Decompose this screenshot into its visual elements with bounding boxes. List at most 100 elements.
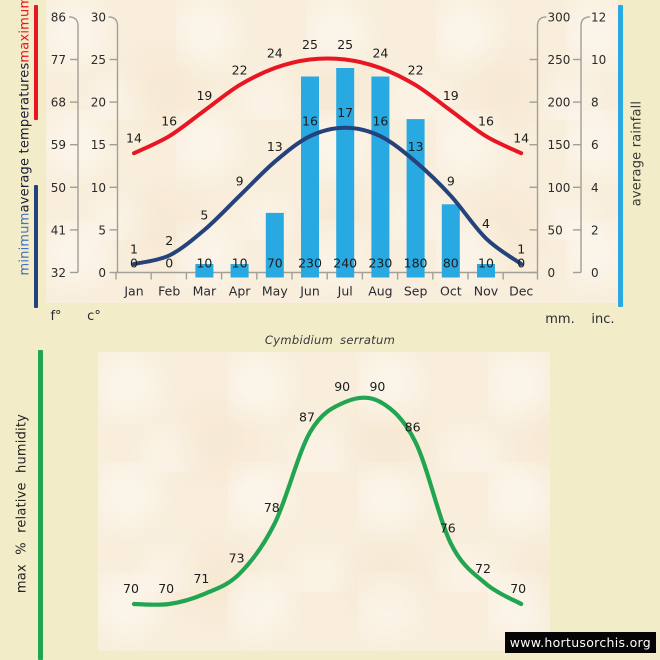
svg-text:300: 300	[548, 10, 571, 24]
svg-text:Aug: Aug	[368, 284, 392, 299]
svg-text:10: 10	[196, 256, 212, 271]
svg-text:90: 90	[369, 379, 385, 394]
svg-text:77: 77	[51, 53, 66, 67]
svg-text:86: 86	[405, 419, 421, 434]
svg-text:200: 200	[548, 96, 571, 110]
svg-text:0: 0	[98, 266, 106, 280]
mm-axis: 0 50 100 150 200 250 300	[530, 10, 571, 280]
svg-text:5: 5	[98, 223, 106, 237]
svg-text:19: 19	[196, 88, 212, 103]
svg-text:0: 0	[517, 256, 525, 271]
svg-text:180: 180	[404, 256, 428, 271]
humidity-curve	[134, 398, 521, 605]
svg-text:Feb: Feb	[158, 284, 180, 299]
svg-text:1: 1	[517, 241, 525, 256]
svg-text:32: 32	[51, 266, 66, 280]
svg-text:240: 240	[333, 256, 357, 271]
svg-text:10: 10	[591, 53, 606, 67]
svg-text:0: 0	[165, 256, 173, 271]
species-title: Cymbidium serratum	[248, 333, 412, 347]
svg-text:Jun: Jun	[299, 284, 320, 299]
svg-text:250: 250	[548, 53, 571, 67]
min-temp-curve	[134, 128, 521, 264]
svg-text:2: 2	[591, 223, 599, 237]
month-axis: JanFebMarAprMayJunJulAugSepOctNovDec	[116, 273, 538, 299]
svg-text:May: May	[262, 284, 288, 299]
svg-text:76: 76	[440, 520, 456, 535]
value-labels: 1416192224252524221916141259131617161394…	[126, 37, 529, 271]
svg-text:16: 16	[302, 114, 318, 129]
svg-text:25: 25	[302, 37, 318, 52]
svg-text:0: 0	[130, 256, 138, 271]
svg-text:0: 0	[548, 266, 556, 280]
svg-text:10: 10	[232, 256, 248, 271]
svg-text:Jan: Jan	[123, 284, 143, 299]
c-axis: 0 5 10 15 20 25 30	[91, 10, 118, 280]
max-temp-curve	[134, 58, 521, 153]
svg-text:86: 86	[51, 10, 66, 24]
svg-text:4: 4	[591, 181, 599, 195]
svg-text:9: 9	[447, 173, 455, 188]
svg-text:50: 50	[548, 223, 563, 237]
svg-text:24: 24	[372, 46, 388, 61]
svg-text:12: 12	[591, 10, 606, 24]
svg-text:0: 0	[591, 266, 599, 280]
svg-text:70: 70	[123, 581, 139, 596]
svg-text:41: 41	[51, 223, 66, 237]
svg-text:Mar: Mar	[193, 284, 217, 299]
svg-text:14: 14	[126, 131, 142, 146]
svg-text:70: 70	[158, 581, 174, 596]
svg-text:50: 50	[51, 181, 66, 195]
svg-text:22: 22	[408, 63, 424, 78]
svg-text:4: 4	[482, 216, 490, 231]
svg-text:6: 6	[591, 138, 599, 152]
svg-text:30: 30	[91, 10, 106, 24]
svg-text:24: 24	[267, 46, 283, 61]
inc-axis: 0 2 4 6 8 10 12	[573, 10, 606, 280]
svg-text:1: 1	[130, 241, 138, 256]
svg-text:Nov: Nov	[474, 284, 499, 299]
svg-text:14: 14	[513, 131, 529, 146]
svg-text:10: 10	[91, 181, 106, 195]
svg-text:5: 5	[200, 207, 208, 222]
svg-text:16: 16	[478, 114, 494, 129]
svg-text:10: 10	[478, 256, 494, 271]
svg-text:150: 150	[548, 138, 571, 152]
svg-text:25: 25	[91, 53, 106, 67]
svg-text:Sep: Sep	[404, 284, 428, 299]
svg-text:20: 20	[91, 96, 106, 110]
svg-text:73: 73	[229, 551, 245, 566]
orchid-climate-sheet: minimum average temperatures maximum ave…	[0, 0, 660, 660]
svg-text:68: 68	[51, 96, 66, 110]
svg-text:9: 9	[236, 173, 244, 188]
watermark: www.hortusorchis.org	[505, 632, 656, 653]
svg-text:78: 78	[264, 500, 280, 515]
svg-text:15: 15	[91, 138, 106, 152]
svg-text:72: 72	[475, 561, 491, 576]
svg-text:8: 8	[591, 96, 599, 110]
svg-text:19: 19	[443, 88, 459, 103]
svg-text:80: 80	[443, 256, 459, 271]
svg-text:13: 13	[267, 139, 283, 154]
svg-text:100: 100	[548, 181, 571, 195]
svg-text:70: 70	[510, 581, 526, 596]
humidity-chart: 70 70 71 73 78 87 90 90 86 76 72 70	[0, 330, 660, 660]
svg-text:16: 16	[372, 114, 388, 129]
svg-text:13: 13	[408, 139, 424, 154]
svg-text:90: 90	[334, 379, 350, 394]
svg-text:25: 25	[337, 37, 353, 52]
svg-text:230: 230	[298, 256, 322, 271]
svg-text:Jul: Jul	[337, 284, 353, 299]
svg-text:87: 87	[299, 409, 315, 424]
climate-chart: 3241505968778605101520253005010015020025…	[0, 0, 660, 330]
svg-text:16: 16	[161, 114, 177, 129]
svg-text:Oct: Oct	[440, 284, 462, 299]
svg-text:71: 71	[193, 571, 209, 586]
svg-text:230: 230	[368, 256, 392, 271]
svg-text:17: 17	[337, 105, 353, 120]
svg-text:22: 22	[232, 63, 248, 78]
svg-text:2: 2	[165, 233, 173, 248]
svg-text:Apr: Apr	[229, 284, 251, 299]
svg-text:59: 59	[51, 138, 66, 152]
f-axis: 32 41 50 59 68 77 86	[51, 10, 78, 280]
